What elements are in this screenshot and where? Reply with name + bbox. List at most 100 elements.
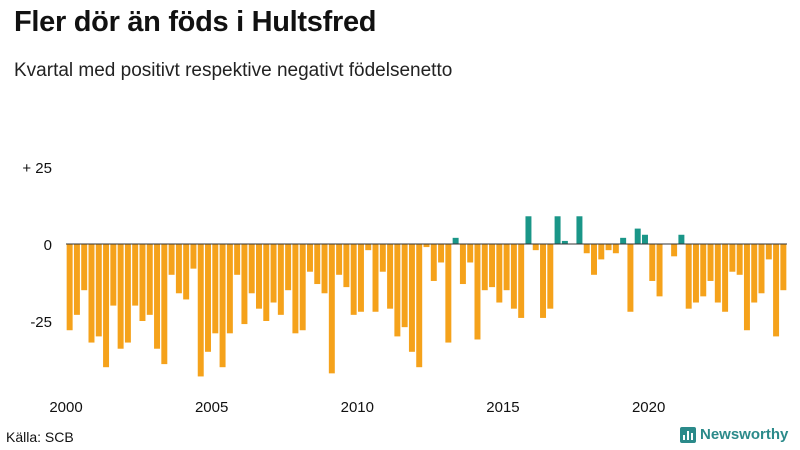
bar <box>66 244 73 331</box>
bar <box>379 244 386 272</box>
source-note: Källa: SCB <box>6 429 74 445</box>
bar <box>408 244 415 352</box>
bar <box>430 244 437 281</box>
chart-title: Fler dör än föds i Hultsfred <box>14 6 377 38</box>
bar <box>642 234 648 244</box>
bar <box>503 244 510 291</box>
bar <box>481 244 488 291</box>
bar <box>722 244 729 312</box>
brand-name: Newsworthy <box>700 426 789 443</box>
bar <box>707 244 714 281</box>
bar <box>183 244 190 300</box>
bar <box>525 216 532 244</box>
bar <box>692 244 699 303</box>
bar <box>620 237 627 244</box>
x-tick-label: 2000 <box>49 399 82 416</box>
bar <box>532 244 539 251</box>
bar <box>73 244 80 315</box>
bar <box>729 244 736 272</box>
bar <box>452 237 459 244</box>
bar <box>205 244 211 352</box>
x-tick-label: 2020 <box>632 399 665 416</box>
y-tick-label: -25 <box>30 314 52 331</box>
bar <box>285 244 292 291</box>
bar <box>132 244 139 306</box>
bar <box>656 244 663 297</box>
bar <box>81 244 88 291</box>
bar <box>306 244 313 272</box>
x-tick-label: 2005 <box>195 399 228 416</box>
bar <box>510 244 517 309</box>
chart-subtitle: Kvartal med positivt respektive negativt… <box>14 60 453 81</box>
bar <box>773 244 780 337</box>
brand-logo: Newsworthy <box>680 426 788 443</box>
bar <box>605 244 612 251</box>
bar <box>736 244 743 275</box>
bar <box>671 244 678 257</box>
bar <box>591 244 597 275</box>
bar <box>256 244 262 309</box>
bar <box>474 244 481 340</box>
bar <box>226 244 233 334</box>
bar <box>423 244 430 248</box>
bar <box>161 244 168 365</box>
y-tick-label: 0 <box>44 237 52 254</box>
bar <box>336 244 343 275</box>
bar <box>714 244 721 303</box>
bar <box>416 244 423 368</box>
bar <box>292 244 299 334</box>
bar <box>496 244 503 303</box>
bar <box>314 244 321 285</box>
bar <box>263 244 270 321</box>
bar <box>387 244 394 309</box>
bar <box>88 244 95 343</box>
bar <box>234 244 241 275</box>
bar <box>459 244 466 285</box>
bar <box>139 244 146 321</box>
bar <box>343 244 350 288</box>
bar <box>445 244 452 343</box>
bar <box>372 244 379 312</box>
bar <box>321 244 328 294</box>
bar <box>780 244 787 291</box>
bar-chart-logo-icon <box>680 426 696 443</box>
bar <box>765 244 772 260</box>
x-tick-label: 2010 <box>341 399 374 416</box>
bar <box>401 244 408 328</box>
bar <box>634 228 641 244</box>
bar <box>547 244 554 309</box>
bar <box>212 244 219 334</box>
bar <box>103 244 110 368</box>
bar <box>270 244 277 303</box>
bar <box>700 244 707 297</box>
bar <box>357 244 364 312</box>
bar <box>627 244 634 312</box>
bar <box>678 234 685 244</box>
bar <box>394 244 401 337</box>
bar <box>175 244 182 294</box>
bar <box>489 244 496 288</box>
bar <box>685 244 692 309</box>
bar <box>241 244 248 325</box>
bar <box>743 244 750 331</box>
bar <box>583 244 590 254</box>
bar <box>117 244 124 349</box>
bar <box>146 244 153 315</box>
bar <box>328 244 335 374</box>
bar <box>554 216 561 244</box>
bar <box>197 244 204 377</box>
bar <box>154 244 161 349</box>
bar <box>277 244 284 315</box>
bar <box>612 244 619 254</box>
bar <box>649 244 656 281</box>
bar <box>124 244 131 343</box>
bar <box>438 244 445 263</box>
bar <box>299 244 306 331</box>
bar <box>467 244 474 263</box>
bar <box>190 244 197 269</box>
bar <box>350 244 357 315</box>
bar <box>168 244 175 275</box>
x-tick-label: 2015 <box>486 399 519 416</box>
bar <box>219 244 226 368</box>
